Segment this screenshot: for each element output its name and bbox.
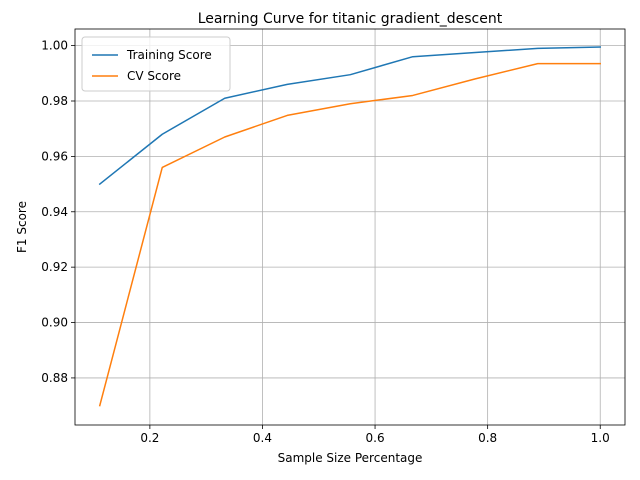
y-tick-label: 1.00: [41, 39, 68, 53]
y-tick-label: 0.94: [41, 205, 68, 219]
x-tick-label: 0.4: [253, 431, 272, 445]
series-line-0: [98, 46, 601, 186]
y-tick-label: 0.98: [41, 94, 68, 108]
legend-box: [81, 36, 231, 92]
grid: [75, 29, 625, 425]
series-line-1: [98, 62, 601, 407]
legend-label-training: Training Score: [126, 48, 212, 62]
x-axis-label: Sample Size Percentage: [278, 451, 423, 465]
plot-lines: [98, 46, 601, 407]
x-tick-label: 0.6: [366, 431, 385, 445]
y-axis-label: F1 Score: [15, 201, 29, 253]
x-tick-label: 1.0: [591, 431, 610, 445]
chart-title: Learning Curve for titanic gradient_desc…: [198, 11, 503, 27]
axis-ticks: 0.2 0.4 0.6 0.8 1.0 0.88 0.90 0.92 0.94 0.96 0.98 1…: [41, 39, 609, 445]
y-tick-label: 0.90: [41, 316, 68, 330]
y-tick-label: 0.88: [41, 371, 68, 385]
y-tick-label: 0.92: [41, 260, 68, 274]
y-tick-label: 0.96: [41, 149, 68, 163]
axes-frame: [74, 28, 626, 426]
legend-label-cv: CV Score: [127, 69, 181, 83]
x-tick-label: 0.8: [478, 431, 497, 445]
legend: Training Score CV Score: [81, 36, 231, 92]
x-tick-label: 0.2: [140, 431, 159, 445]
